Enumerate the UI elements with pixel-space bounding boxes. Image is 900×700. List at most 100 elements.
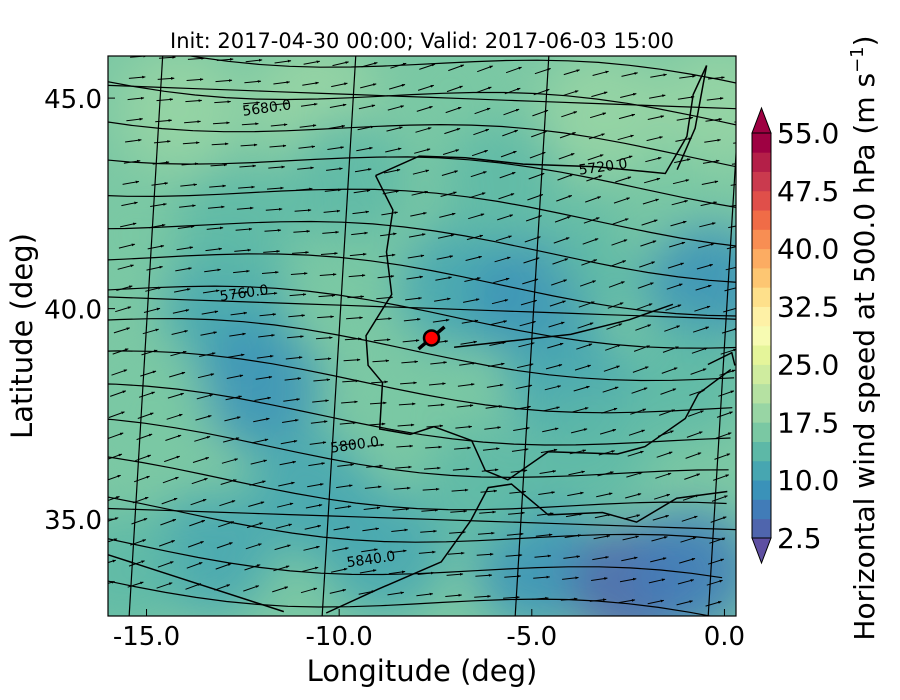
- wind-arrow: [122, 180, 140, 185]
- wind-speed-patch: [541, 56, 666, 175]
- wind-arrow: [525, 215, 543, 222]
- wind-arrow: [448, 64, 465, 72]
- contour-line: [108, 253, 736, 317]
- wind-arrow: [537, 512, 554, 516]
- wind-arrow: [454, 446, 471, 450]
- wind-arrow: [366, 464, 383, 468]
- contour-line: [108, 496, 725, 543]
- wind-arrow: [186, 78, 204, 81]
- wind-arrow: [278, 481, 295, 487]
- colorbar-extend-min: [751, 537, 772, 565]
- wind-arrow: [641, 219, 658, 226]
- wind-arrow: [137, 412, 154, 419]
- wind-arrow: [130, 539, 147, 546]
- wind-arrow: [244, 80, 262, 84]
- wind-arrow: [275, 523, 293, 529]
- wind-arrow: [726, 246, 736, 250]
- wind-arrow: [298, 145, 316, 149]
- wind-arrow: [405, 296, 422, 301]
- wind-arrow: [300, 587, 318, 594]
- wind-arrow: [157, 77, 175, 80]
- wind-arrow: [435, 276, 452, 281]
- wind-arrow: [177, 225, 195, 229]
- colorbar-tick-label: 17.5: [777, 406, 839, 439]
- colorbar-segment: [752, 345, 771, 365]
- wind-arrow: [628, 429, 646, 436]
- wind-arrow: [666, 283, 683, 290]
- wind-arrow: [397, 423, 415, 427]
- wind-arrow: [346, 316, 363, 320]
- x-tick-label: -5.0: [506, 622, 557, 652]
- wind-arrow: [187, 541, 204, 548]
- wind-arrow: [581, 259, 598, 266]
- wind-arrow: [243, 585, 260, 592]
- wind-arrow: [508, 511, 525, 515]
- contour-line: [108, 580, 714, 616]
- wind-arrow: [353, 189, 371, 194]
- wind-arrow: [540, 448, 558, 454]
- wind-arrow: [573, 385, 590, 392]
- wind-arrow: [474, 594, 491, 598]
- wind-arrow: [200, 331, 218, 336]
- wind-arrow: [347, 295, 365, 299]
- wind-arrow: [157, 561, 174, 568]
- wind-arrow: [243, 101, 260, 105]
- wind-arrow: [254, 396, 272, 401]
- wind-arrow: [287, 335, 304, 339]
- wind-arrow: [244, 564, 261, 571]
- wind-arrow: [543, 406, 560, 412]
- wind-arrow: [219, 500, 236, 507]
- wind-arrow: [294, 208, 312, 212]
- wind-arrow: [650, 557, 667, 563]
- wind-arrow: [535, 533, 553, 537]
- wind-arrow: [152, 161, 170, 165]
- wind-arrow: [591, 91, 608, 98]
- wind-arrow: [108, 432, 124, 440]
- wind-arrow: [531, 130, 548, 138]
- wind-arrow: [705, 118, 723, 122]
- wind-arrow: [509, 490, 527, 494]
- wind-arrow: [477, 531, 495, 535]
- parallel-line: [108, 296, 736, 320]
- wind-arrow: [538, 491, 556, 495]
- wind-arrow: [716, 411, 733, 418]
- contour-label: 5680.0: [241, 97, 292, 120]
- wind-arrow: [211, 142, 229, 146]
- wind-arrow: [323, 209, 341, 213]
- wind-arrow: [490, 320, 508, 326]
- wind-arrow: [504, 87, 521, 95]
- wind-arrow: [503, 108, 520, 116]
- wind-arrow: [112, 348, 129, 355]
- wind-arrow: [274, 544, 291, 551]
- wind-arrow: [225, 395, 243, 401]
- wind-arrow: [648, 578, 666, 584]
- wind-arrow: [280, 439, 298, 445]
- wind-arrow: [450, 509, 468, 513]
- colorbar-segment: [752, 518, 771, 539]
- wind-arrow: [675, 137, 692, 142]
- wind-arrow: [343, 358, 361, 362]
- wind-arrow: [689, 389, 706, 396]
- colorbar-label-exponent: −1: [847, 46, 868, 73]
- contour-line: [108, 81, 736, 126]
- wind-arrow: [461, 319, 479, 324]
- wind-arrow: [706, 97, 724, 101]
- wind-arrow: [185, 583, 202, 590]
- wind-arrow: [313, 378, 331, 382]
- wind-arrow: [582, 238, 599, 245]
- wind-arrow: [377, 274, 395, 279]
- wind-arrow: [620, 92, 637, 98]
- contour-label: 5720.0: [578, 156, 629, 179]
- wind-arrow: [169, 371, 186, 378]
- wind-arrow: [504, 574, 522, 578]
- wind-arrow: [239, 164, 257, 168]
- wind-arrow: [189, 519, 206, 527]
- wind-arrow: [196, 394, 214, 400]
- wind-arrow: [324, 188, 342, 192]
- wind-arrow: [477, 65, 494, 73]
- colorbar-segment: [752, 325, 771, 346]
- wind-arrow: [643, 177, 661, 184]
- wind-arrow: [464, 277, 481, 282]
- wind-arrow: [201, 310, 219, 315]
- wind-arrow: [318, 294, 336, 298]
